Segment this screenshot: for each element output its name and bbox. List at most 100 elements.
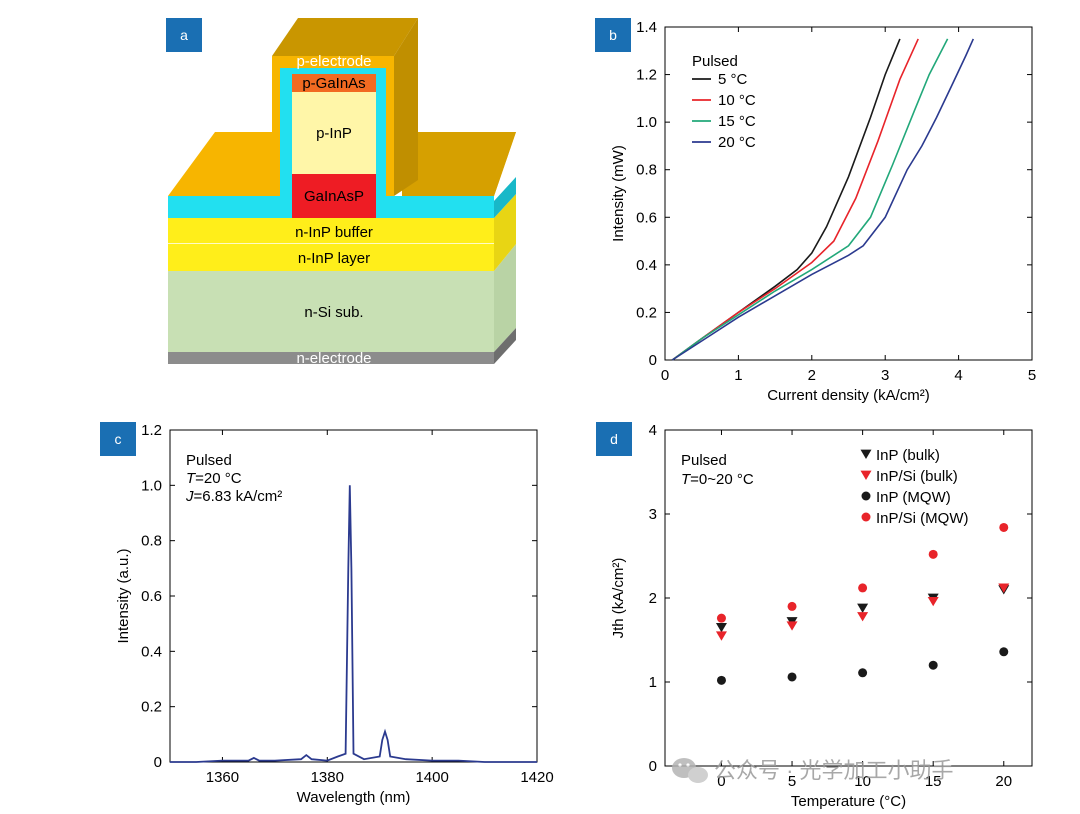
badge-a (166, 18, 202, 52)
n-inp-buffer-layer (168, 218, 494, 244)
point-3-2 (858, 583, 868, 593)
n-inp-buffer-label: n-InP buffer (295, 224, 373, 241)
wechat-icon (672, 758, 708, 783)
x-tick-label-c: 1400 (415, 769, 448, 786)
series-line-1 (671, 38, 919, 361)
y-tick-label-b: 0.8 (636, 162, 657, 179)
point-3-1 (787, 601, 797, 611)
point-3-3 (928, 549, 938, 559)
point-1-4 (998, 583, 1010, 593)
x-tick-label-c: 1380 (311, 769, 344, 786)
plot-frame-b (664, 26, 1033, 361)
series-line-3 (671, 38, 975, 361)
y-tick-label-c: 0.8 (141, 533, 162, 550)
legend-title-d: Pulsed (681, 452, 727, 469)
legend-label-d-3: InP/Si (MQW) (876, 510, 969, 527)
annotation-current-density: J=6.83 kA/cm² (185, 488, 282, 505)
legend-label-d-2: InP (MQW) (876, 489, 951, 506)
y-tick-label-b: 1.4 (636, 19, 657, 36)
gold-top-right-face (402, 132, 516, 196)
x-tick-label-b: 1 (734, 367, 742, 384)
point-3-0 (716, 613, 726, 623)
y-tick-label-c: 1.2 (141, 422, 162, 439)
x-tick-label-c: 1420 (520, 769, 553, 786)
badge-b-label: b (609, 27, 617, 43)
y-tick-label-c: 0.2 (141, 699, 162, 716)
x-axis-label-b: Current density (kA/cm²) (767, 387, 930, 404)
y-axis-label-c: Intensity (a.u.) (115, 548, 132, 643)
series-line-0 (671, 38, 901, 361)
y-tick-label-c: 0.4 (141, 643, 162, 660)
p-electrode-label: p-electrode (296, 53, 371, 70)
point-2-3 (928, 660, 938, 670)
point-0-0 (715, 623, 727, 633)
legend-label-0: 5 °C (718, 71, 748, 88)
badge-c-label: c (115, 431, 122, 447)
x-tick-label-d: 5 (788, 773, 796, 790)
x-tick-label-c: 1360 (206, 769, 239, 786)
x-tick-label-b: 4 (954, 367, 962, 384)
y-tick-label-d: 3 (649, 506, 657, 523)
legend-label-1: 10 °C (718, 92, 756, 109)
x-tick-label-b: 0 (661, 367, 669, 384)
legend-label-3: 20 °C (718, 134, 756, 151)
x-tick-label-b: 2 (808, 367, 816, 384)
x-tick-label-d: 10 (854, 773, 871, 790)
x-tick-label-b: 3 (881, 367, 889, 384)
point-1-3 (927, 596, 939, 607)
n-electrode-side (494, 328, 516, 364)
point-2-0 (716, 675, 726, 685)
x-tick-label-d: 0 (717, 773, 725, 790)
x-axis-label-c: Wavelength (nm) (297, 789, 411, 806)
panel-c: c 1360 1380 1400 1420 0 0.2 0.4 0.6 0.8 1.0 1.2 Wav… (100, 422, 554, 806)
p-gainas-layer (292, 74, 376, 92)
point-2-2 (858, 668, 868, 678)
n-inp-layer-label: n-InP layer (298, 250, 370, 267)
n-si-sub-label: n-Si sub. (304, 304, 363, 321)
p-inp-layer (292, 92, 376, 174)
legend-marker-0 (860, 449, 872, 459)
y-axis-label-b: Intensity (mW) (610, 145, 627, 242)
pillar-top (272, 18, 418, 56)
y-tick-label-d: 0 (649, 758, 657, 775)
x-tick-label-d: 20 (995, 773, 1012, 790)
y-tick-label-b: 0.4 (636, 257, 657, 274)
annotation-pulsed: Pulsed (186, 452, 232, 469)
x-axis-label-d: Temperature (°C) (791, 793, 906, 810)
p-gainas-label: p-GaInAs (302, 75, 365, 92)
y-tick-label-d: 4 (649, 422, 657, 439)
y-tick-label-d: 1 (649, 674, 657, 691)
legend-label-d-1: InP/Si (bulk) (876, 468, 958, 485)
y-tick-label-b: 0.6 (636, 209, 657, 226)
point-1-0 (715, 631, 727, 641)
y-tick-label-b: 0 (649, 352, 657, 369)
y-tick-label-b: 0.2 (636, 304, 657, 321)
y-tick-label-c: 1.0 (141, 477, 162, 494)
watermark-text: 公众号 · 光学加工小助手 (714, 758, 954, 783)
legend-title-b: Pulsed (692, 53, 738, 70)
y-tick-label-c: 0 (154, 754, 162, 771)
substrate-side (494, 244, 516, 352)
point-1-2 (857, 612, 869, 622)
gainasp-label: GaInAsP (304, 188, 364, 205)
panel-a: p-electrode p-GaInAs p-InP GaInAsP n-InP… (166, 18, 516, 367)
cyan-side (494, 177, 516, 218)
legend-temperature-range: T=0~20 °C (681, 471, 754, 488)
badge-d (596, 422, 632, 456)
legend-marker-2 (861, 491, 871, 501)
badge-b (595, 18, 631, 52)
badge-d-label: d (610, 431, 618, 447)
legend-label-2: 15 °C (718, 113, 756, 130)
point-2-4 (999, 647, 1009, 657)
n-electrode-layer (168, 352, 494, 364)
badge-c (100, 422, 136, 456)
point-2-1 (787, 672, 797, 682)
legend-marker-1 (860, 470, 872, 480)
gainasp-layer (292, 174, 376, 218)
y-tick-label-b: 1.2 (636, 67, 657, 84)
y-tick-label-c: 0.6 (141, 588, 162, 605)
panel-b: b 0 1 2 3 4 5 0 0.2 0.4 0.6 0.8 1.0 1.2 1.4 Current de… (595, 18, 1036, 404)
pillar-side (394, 18, 418, 196)
x-tick-label-d: 15 (925, 773, 942, 790)
